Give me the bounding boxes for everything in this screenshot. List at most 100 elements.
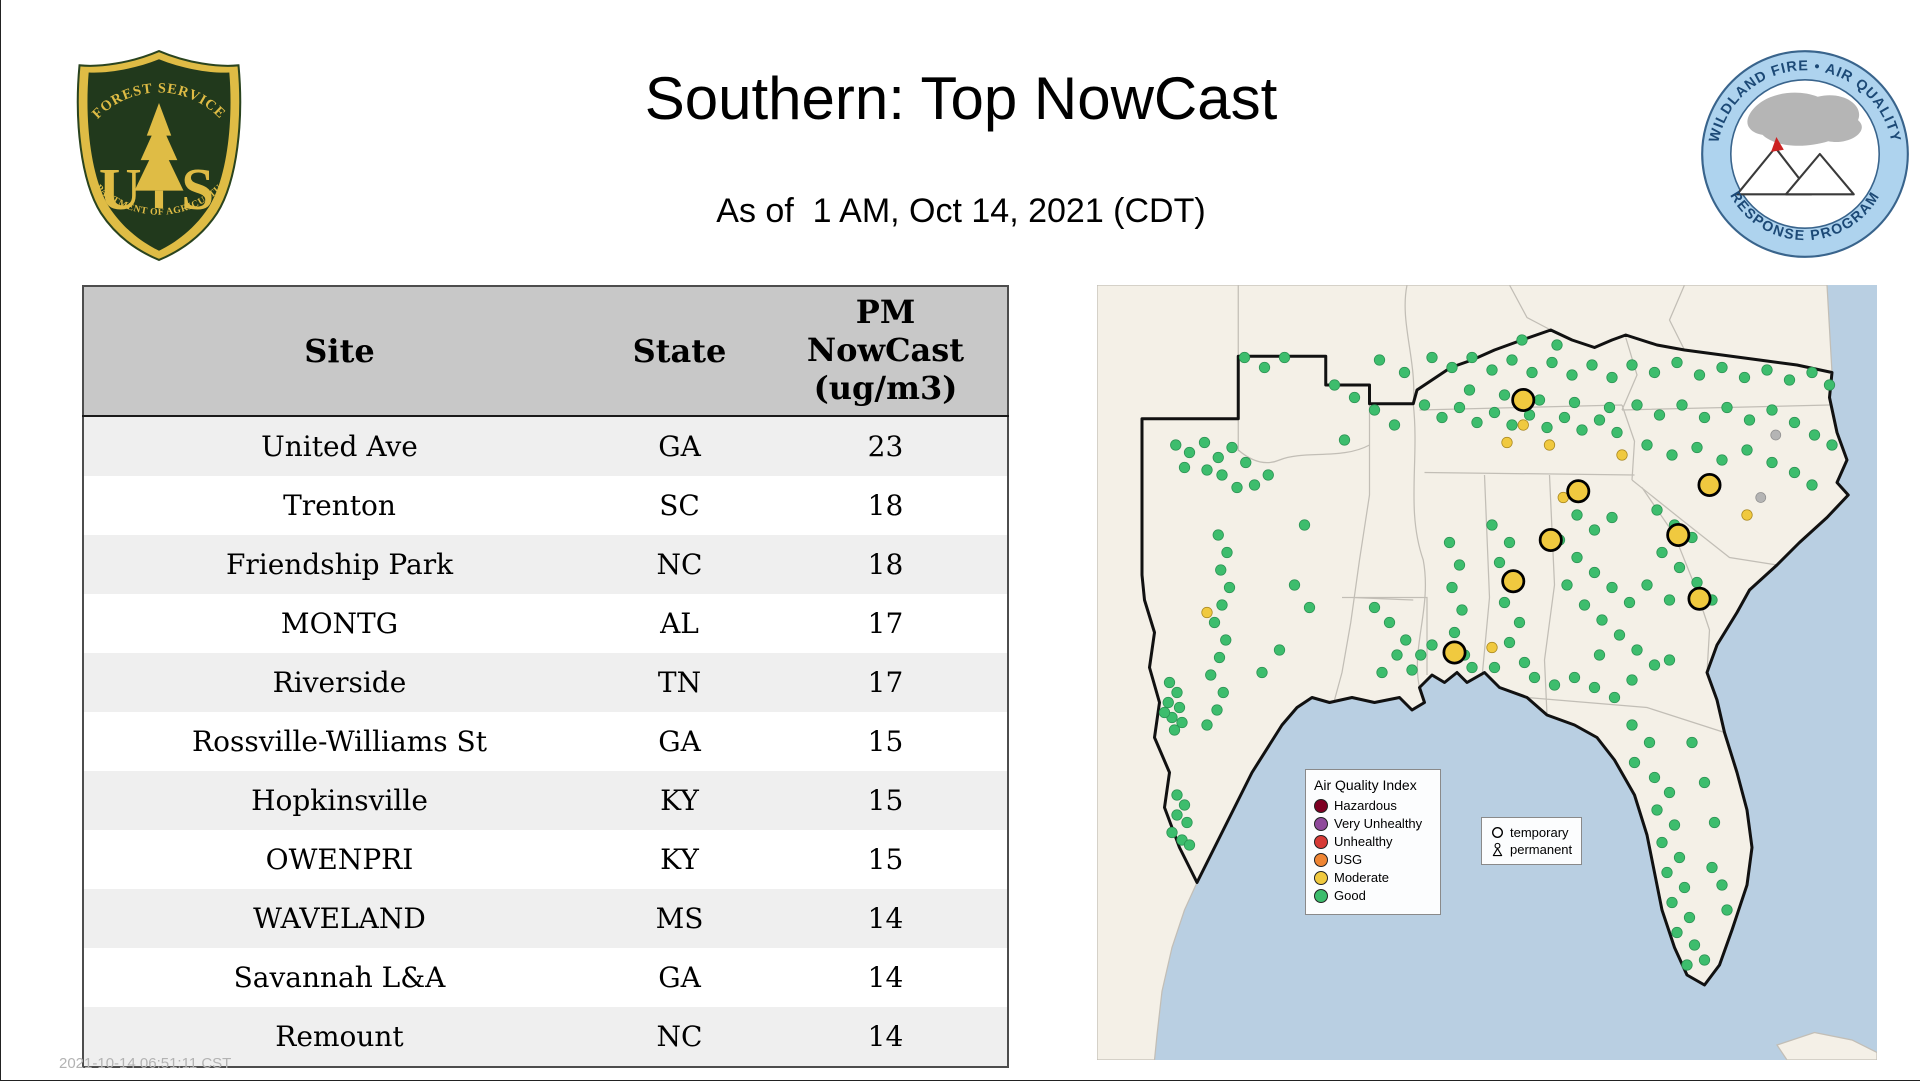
monitor-dot-good [1626, 359, 1638, 371]
monitor-dot-good [1418, 399, 1431, 411]
monitor-dot-good [1666, 449, 1678, 461]
monitor-dot-good [1608, 691, 1621, 704]
monitor-dot-good [1328, 379, 1341, 391]
monitor-temporary-moderate [1687, 586, 1712, 611]
monitor-dot-good [1216, 599, 1228, 611]
temporary-label: temporary [1510, 825, 1569, 840]
column-header-site: Site [83, 286, 595, 417]
monitor-dot-good [1448, 626, 1461, 639]
monitor-dot-good [1220, 634, 1232, 646]
legend-label: Moderate [1334, 870, 1389, 885]
monitor-dot-good [1716, 361, 1728, 374]
monitor-dot-good [1741, 444, 1753, 456]
monitor-dot-good [1201, 719, 1213, 731]
table-row: MONTG AL 17 [83, 594, 1008, 653]
monitor-dot-moderate [1616, 449, 1628, 461]
monitor-dot-good [1716, 454, 1728, 466]
monitor-dot-good [1656, 836, 1668, 849]
monitor-dot-good [1533, 394, 1546, 406]
monitor-dot-good [1721, 904, 1733, 916]
permanent-monitor-icon [1492, 842, 1503, 857]
monitor-dot-good [1613, 629, 1626, 641]
monitor-dots-layer [1158, 334, 1838, 971]
monitor-dot-good [1198, 436, 1211, 449]
monitor-dot-moderate [1517, 419, 1529, 431]
monitor-dot-good [1611, 426, 1623, 439]
table-cell: SC [659, 489, 700, 522]
map-cuba [1776, 1031, 1877, 1060]
monitor-dot-good [1606, 581, 1618, 594]
monitor-dot-good [1578, 599, 1591, 611]
monitor-dot-good [1671, 356, 1683, 369]
table-row: Trenton SC 18 [83, 476, 1008, 535]
temporary-monitor-icon [1491, 826, 1504, 839]
monitor-dot-good [1663, 594, 1676, 606]
monitor-dot-good [1788, 466, 1801, 479]
table-cell: 17 [867, 666, 904, 699]
monitor-dot-good [1588, 566, 1601, 579]
monitor-dot-good [1568, 671, 1581, 684]
monitor-dot-good [1348, 391, 1361, 404]
table-cell: NC [656, 548, 703, 581]
monitor-dot-good [1571, 551, 1583, 564]
monitor-dot-good [1641, 439, 1653, 451]
legend-label: Very Unhealthy [1334, 816, 1423, 831]
monitor-temporary-moderate [1566, 479, 1591, 504]
monitor-dot-good [1761, 364, 1773, 376]
monitor-dot-good [1221, 546, 1233, 559]
monitor-dot-good [1415, 649, 1427, 661]
monitor-dot-good [1651, 504, 1663, 516]
monitor-dot-good [1471, 416, 1483, 429]
monitor-dot-good [1516, 334, 1528, 346]
legend-item: Moderate [1314, 870, 1432, 885]
nowcast-table-panel: Site State PM NowCast (ug/m3) United Ave… [82, 285, 1009, 1068]
monitor-dot-good [1231, 481, 1243, 494]
table-cell: 18 [867, 489, 904, 522]
table-row: WAVELAND MS 14 [83, 889, 1008, 948]
monitor-dot-good [1226, 441, 1238, 454]
aqi-legend-items: Hazardous Very Unhealthy Unhealthy USG Moder… [1314, 798, 1432, 903]
monitor-dot-good [1823, 379, 1836, 391]
monitor-dot-good [1388, 419, 1401, 431]
permanent-legend-row: permanent [1491, 842, 1572, 857]
monitor-dot-good [1561, 579, 1573, 591]
monitor-dot-good [1738, 371, 1751, 384]
monitor-dot-good [1541, 421, 1553, 434]
monitor-dot-nodata [1770, 429, 1782, 441]
page-title: Southern: Top NowCast [644, 65, 1278, 132]
monitor-dot-good [1648, 366, 1661, 379]
legend-color-dot [1314, 888, 1328, 903]
monitor-dot-good [1526, 366, 1538, 379]
monitor-dot-good [1631, 399, 1643, 411]
monitor-dot-good [1676, 399, 1688, 411]
table-cell: WAVELAND [253, 902, 426, 935]
pm-header-line: NowCast [806, 331, 965, 370]
monitor-dot-good [1273, 644, 1286, 656]
monitor-dot-good [1558, 411, 1571, 424]
monitor-dot-good [1303, 601, 1316, 614]
aqi-legend: Air Quality Index Hazardous Very Unhealth… [1305, 769, 1441, 915]
monitor-dot-good [1183, 446, 1196, 459]
legend-item: Unhealthy [1314, 834, 1432, 849]
page-subtitle: As of 1 AM, Oct 14, 2021 (CDT) [716, 192, 1206, 230]
monitor-dot-good [1691, 441, 1703, 454]
legend-item: Good [1314, 888, 1432, 903]
table-cell: 23 [867, 430, 904, 463]
monitor-dot-good [1498, 389, 1511, 401]
monitor-dot-good [1826, 439, 1838, 451]
monitor-dot-moderate [1543, 439, 1556, 451]
monitor-dot-good [1171, 809, 1183, 821]
monitor-dot-good [1688, 939, 1701, 951]
monitor-dot-good [1506, 354, 1518, 366]
monitor-dot-good [1673, 561, 1686, 574]
monitor-dot-good [1678, 881, 1691, 894]
monitor-dot-good [1446, 581, 1458, 594]
legend-color-dot [1314, 870, 1328, 885]
monitor-dot-good [1205, 669, 1217, 681]
table-cell: KY [660, 843, 699, 876]
monitor-dot-good [1626, 674, 1638, 686]
monitor-temporary-moderate [1666, 523, 1691, 547]
table-cell: 14 [867, 961, 904, 994]
monitor-dot-good [1641, 579, 1653, 591]
